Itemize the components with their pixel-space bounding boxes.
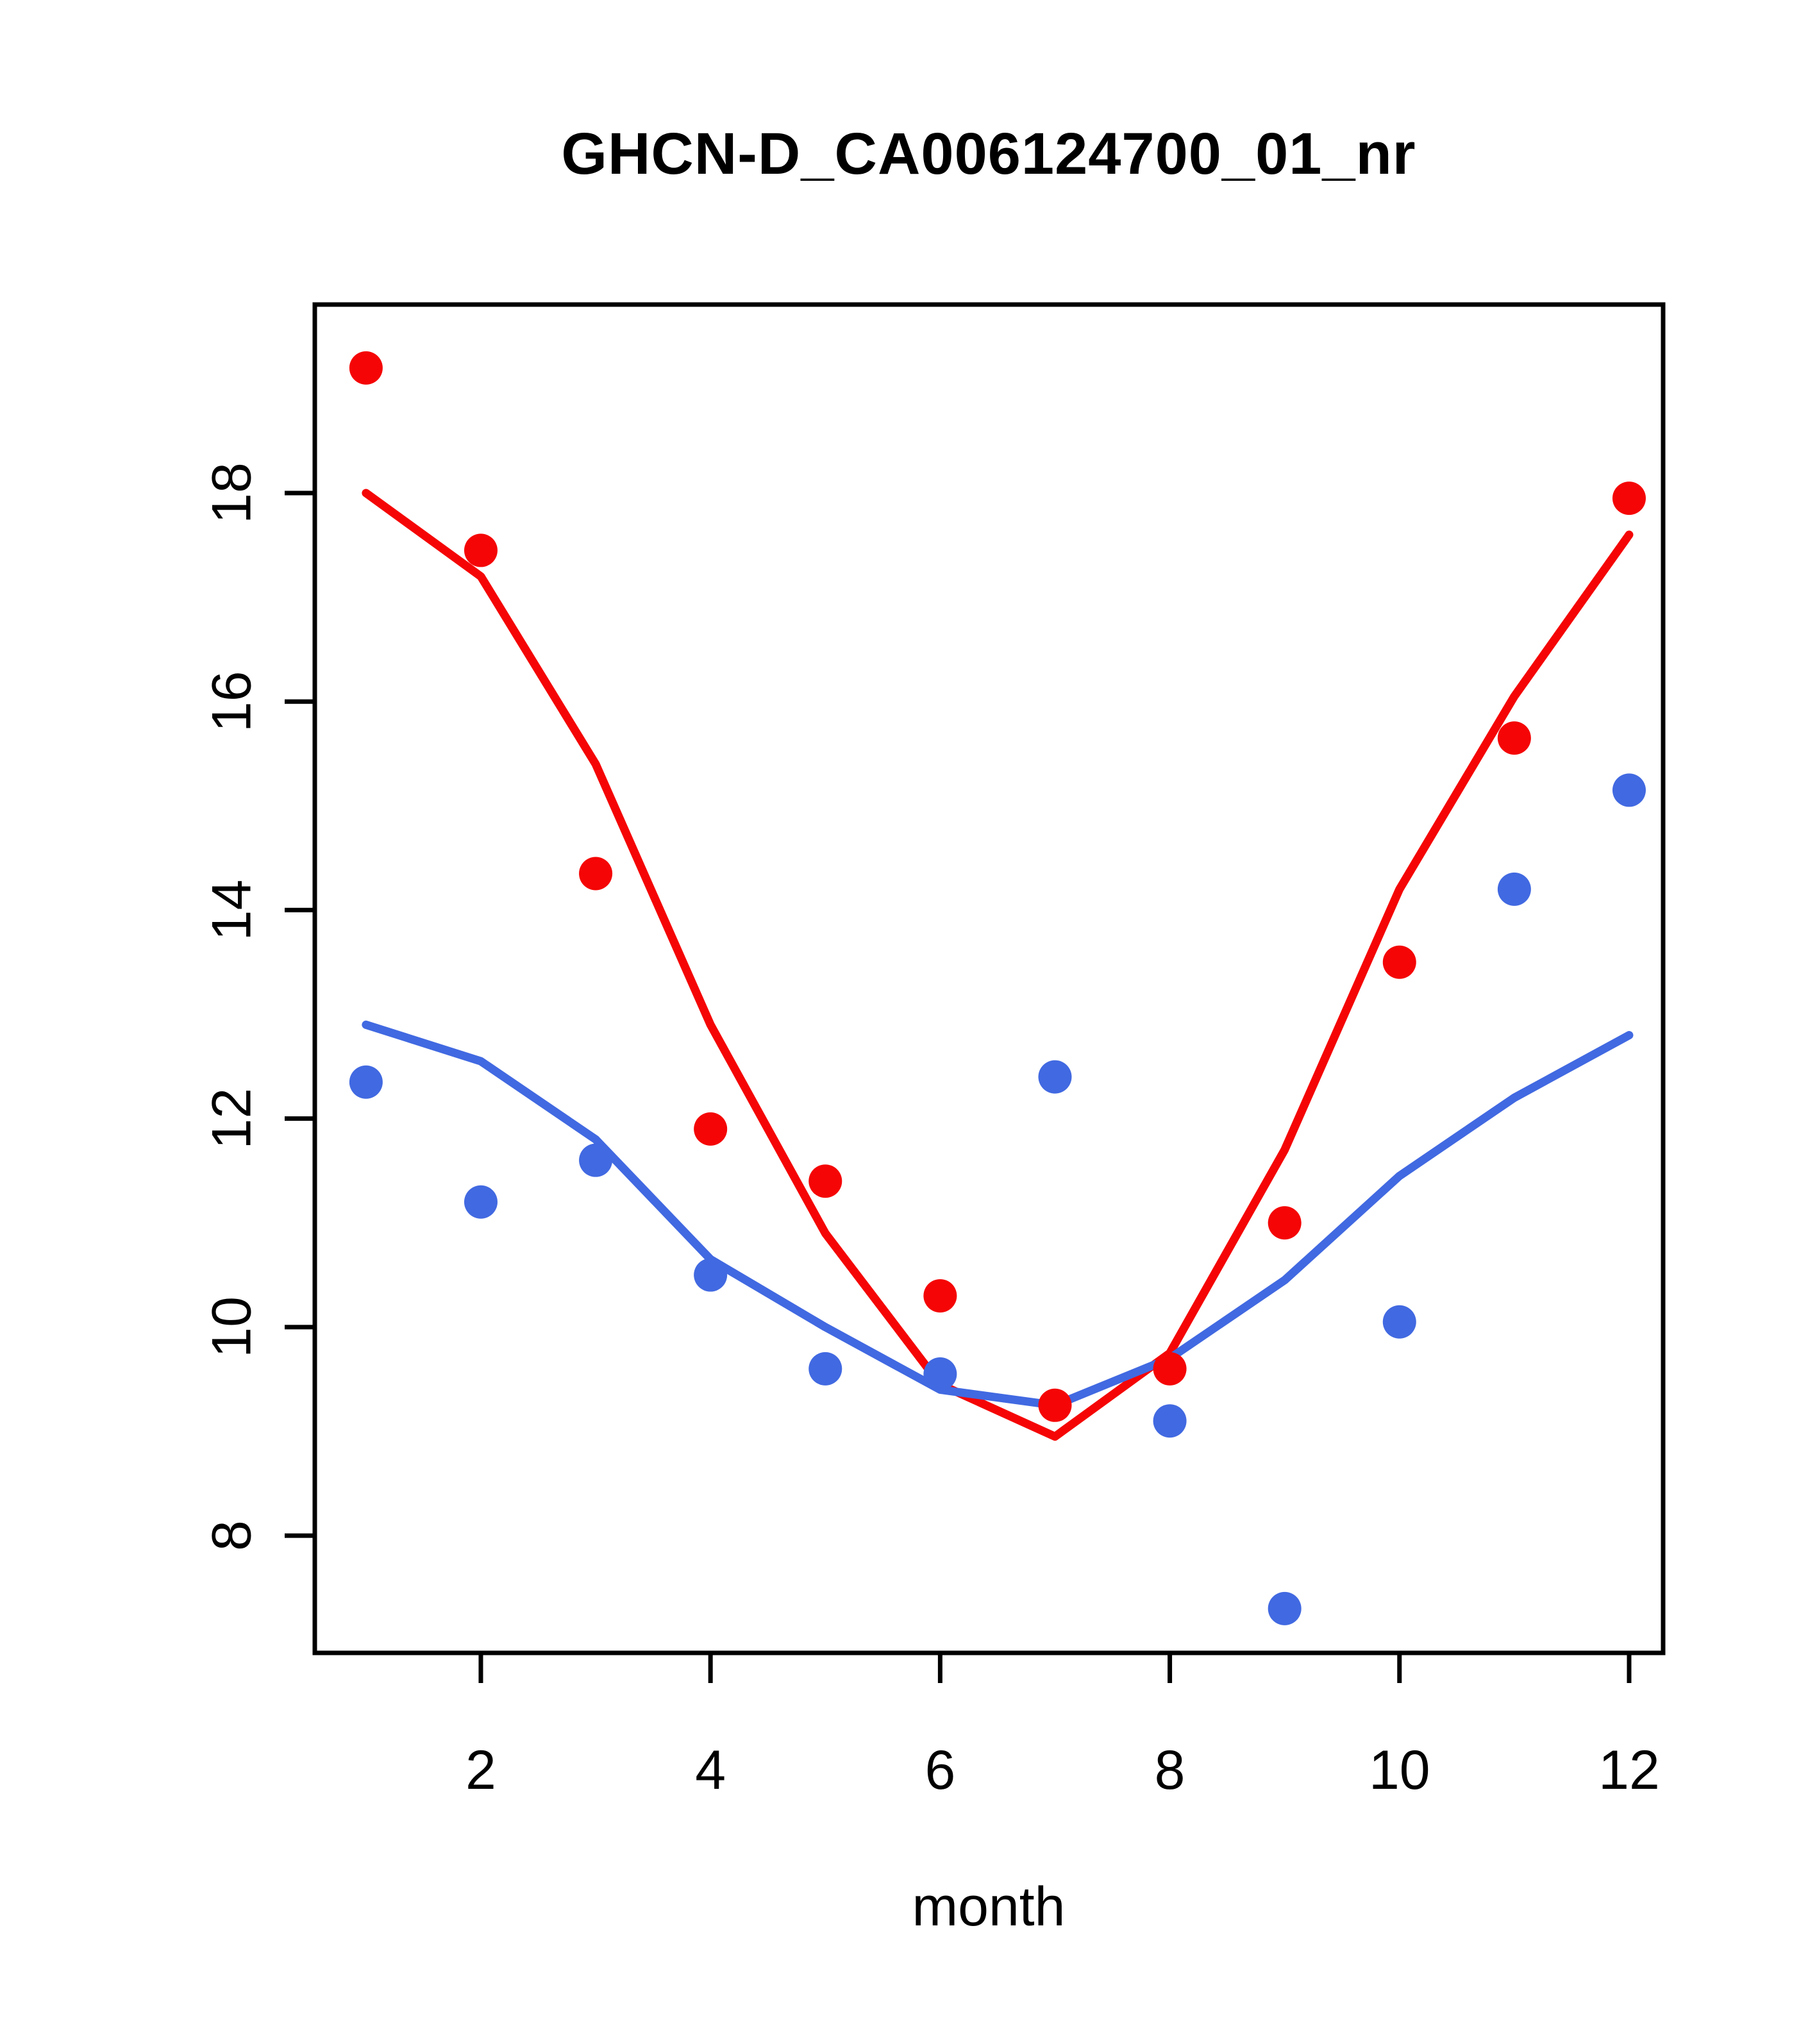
chart-title: GHCN-D_CA006124700_01_nr xyxy=(561,121,1416,187)
blue-points-point xyxy=(349,1065,383,1099)
red-points-point xyxy=(1612,482,1646,515)
red-points-point xyxy=(349,351,383,385)
red-points-point xyxy=(1268,1206,1302,1240)
red-points-point xyxy=(1153,1352,1187,1386)
blue-fit-line xyxy=(362,1020,1634,1410)
y-tick-label: 8 xyxy=(201,1520,263,1551)
red-points-point xyxy=(1382,945,1416,979)
x-tick-label: 12 xyxy=(1598,1739,1660,1801)
x-tick-label: 8 xyxy=(1155,1739,1185,1801)
red-points-point xyxy=(808,1164,842,1198)
y-tick-label: 16 xyxy=(201,671,263,732)
red-points-point xyxy=(923,1279,957,1313)
blue-points-point xyxy=(464,1185,498,1219)
blue-points-point xyxy=(1612,773,1646,807)
x-axis-label: month xyxy=(912,1876,1066,1938)
y-tick-label: 14 xyxy=(201,880,263,941)
plot-frame xyxy=(312,302,1666,1655)
red-points-point xyxy=(464,533,498,567)
blue-points-point xyxy=(808,1352,842,1386)
red-points-point xyxy=(579,857,613,891)
red-points-point xyxy=(1038,1388,1072,1422)
x-tick-label: 4 xyxy=(695,1739,726,1801)
blue-points-point xyxy=(1153,1404,1187,1438)
blue-points-point xyxy=(923,1357,957,1391)
blue-points-point xyxy=(1268,1591,1302,1625)
y-tick-label: 12 xyxy=(201,1088,263,1150)
y-tick-label: 10 xyxy=(201,1296,263,1358)
x-tick-label: 10 xyxy=(1369,1739,1430,1801)
blue-points-point xyxy=(694,1258,728,1292)
red-fit-line xyxy=(362,489,1634,1441)
y-tick-label: 18 xyxy=(201,462,263,524)
blue-points-point xyxy=(579,1143,613,1177)
x-tick-label: 6 xyxy=(925,1739,955,1801)
blue-points-point xyxy=(1038,1060,1072,1094)
red-points-point xyxy=(694,1112,728,1146)
red-points-point xyxy=(1497,721,1531,755)
blue-points-point xyxy=(1497,872,1531,906)
blue-points-point xyxy=(1382,1305,1416,1339)
x-tick-label: 2 xyxy=(465,1739,496,1801)
